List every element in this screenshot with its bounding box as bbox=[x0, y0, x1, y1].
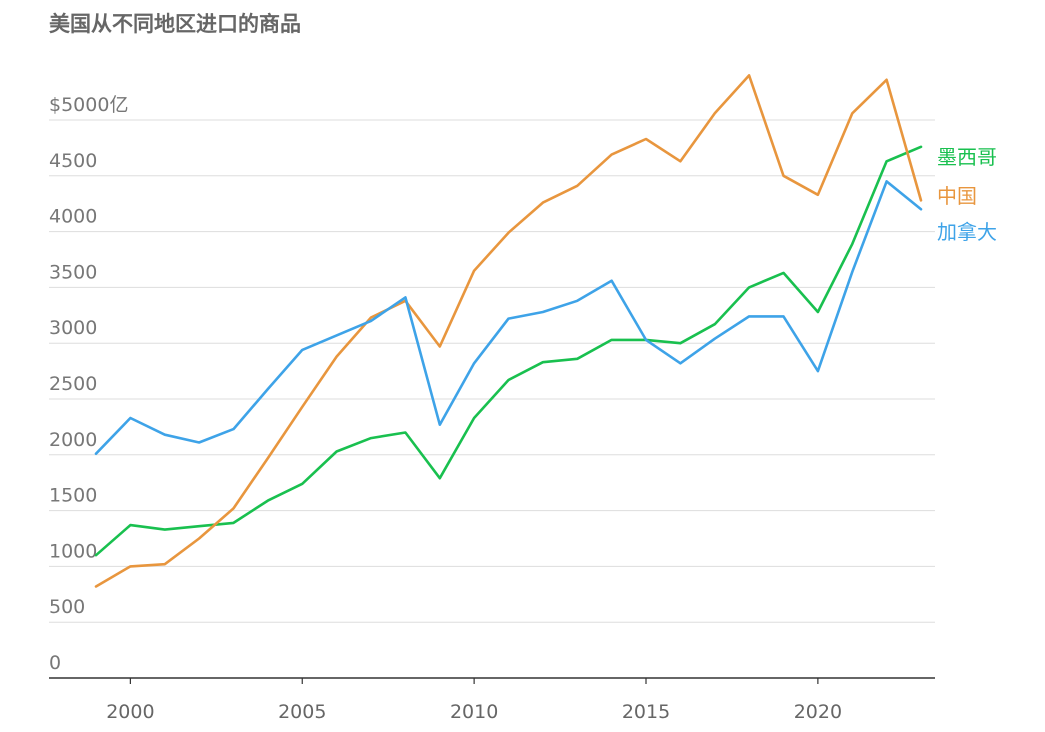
x-tick-label: 2020 bbox=[794, 701, 842, 723]
legend-label-0: 墨西哥 bbox=[937, 145, 997, 169]
y-tick-label: 0 bbox=[49, 652, 61, 674]
y-tick-label: 1500 bbox=[49, 485, 97, 507]
series-line-2 bbox=[94, 180, 923, 456]
y-tick-label: 1000 bbox=[49, 540, 97, 562]
y-tick-label: $5000亿 bbox=[49, 94, 128, 116]
y-tick-label: 3000 bbox=[49, 317, 97, 339]
x-tick-label: 2015 bbox=[622, 701, 670, 723]
series-line-1 bbox=[94, 74, 923, 588]
x-tick-label: 2010 bbox=[450, 701, 498, 723]
x-tick-label: 2000 bbox=[106, 701, 154, 723]
chart-title: 美国从不同地区进口的商品 bbox=[49, 12, 301, 36]
series-line-0 bbox=[94, 145, 923, 557]
y-tick-label: 2000 bbox=[49, 429, 97, 451]
legend-label-1: 中国 bbox=[937, 184, 977, 208]
y-tick-label: 500 bbox=[49, 596, 85, 618]
legend-label-2: 加拿大 bbox=[937, 220, 997, 244]
x-tick-label: 2005 bbox=[278, 701, 326, 723]
y-tick-label: 4000 bbox=[49, 206, 97, 228]
y-tick-label: 4500 bbox=[49, 150, 97, 172]
y-tick-label: 2500 bbox=[49, 373, 97, 395]
y-tick-label: 3500 bbox=[49, 261, 97, 283]
